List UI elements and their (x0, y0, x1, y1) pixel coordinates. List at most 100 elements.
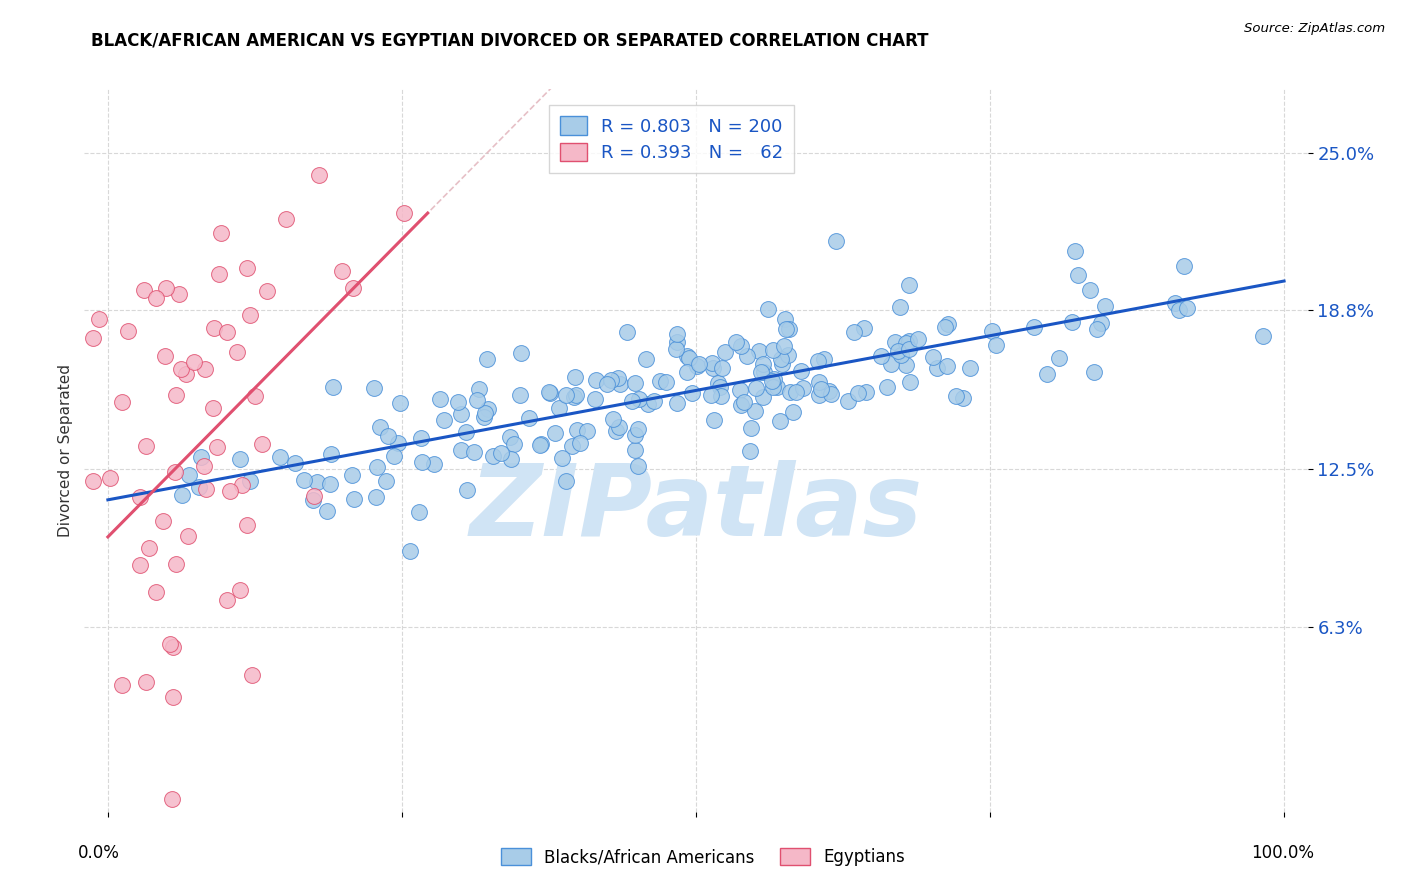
Point (807, 354, 830, 368)
Point (274, 211, 297, 226)
Point (730, 398, 752, 412)
Point (509, 388, 531, 402)
Point (761, 374, 783, 388)
Point (752, 364, 775, 378)
Point (666, 335, 689, 350)
Point (583, 392, 606, 406)
Point (855, 384, 877, 399)
Point (208, 267, 231, 281)
Point (897, 278, 920, 293)
Text: 100.0%: 100.0% (1251, 844, 1313, 863)
Point (938, 317, 960, 331)
Point (1064, 244, 1087, 258)
Point (770, 357, 793, 371)
Point (153, 349, 176, 363)
Point (322, 379, 344, 393)
Point (565, 388, 588, 402)
Point (1389, 292, 1406, 306)
Point (609, 376, 631, 391)
Point (624, 442, 647, 457)
Point (897, 334, 920, 349)
Point (207, 440, 229, 454)
Point (132, 283, 155, 297)
Point (165, 465, 187, 479)
Point (825, 234, 848, 248)
Point (231, 478, 253, 492)
Point (682, 385, 704, 400)
Point (363, 381, 385, 395)
Point (366, 460, 388, 475)
Point (837, 393, 859, 408)
Point (751, 357, 773, 371)
Point (544, 426, 567, 441)
Point (0, 714, 14, 729)
Point (921, 351, 943, 365)
Point (602, 411, 624, 425)
Point (637, 397, 659, 411)
Point (703, 413, 725, 427)
Point (364, 490, 387, 504)
Point (817, 384, 839, 398)
Point (229, 451, 252, 466)
Point (733, 395, 755, 409)
Point (389, 396, 412, 410)
Point (1062, 315, 1084, 329)
Point (456, 483, 478, 497)
Point (789, 364, 811, 378)
Point (810, 382, 832, 396)
Point (202, 321, 225, 335)
Point (342, 281, 364, 295)
Point (925, 360, 948, 375)
Point (896, 359, 918, 373)
Point (167, 287, 190, 301)
Point (87, 311, 110, 326)
Point (225, 345, 247, 359)
Point (621, 394, 644, 409)
Point (240, 668, 263, 682)
Point (342, 467, 364, 482)
Point (710, 361, 733, 376)
Legend: R = 0.803   N = 200, R = 0.393   N =   62: R = 0.803 N = 200, R = 0.393 N = 62 (548, 105, 794, 173)
Point (429, 392, 451, 407)
Point (517, 411, 540, 425)
Point (897, 342, 920, 356)
Point (411, 455, 433, 469)
Point (162, 640, 184, 654)
Point (501, 451, 523, 466)
Point (188, 480, 211, 494)
Point (218, 484, 240, 499)
Point (626, 458, 648, 473)
Point (503, 437, 526, 451)
Point (239, 474, 262, 488)
Point (1175, 301, 1198, 315)
Point (700, 356, 723, 370)
Legend: Blacks/African Americans, Egyptians: Blacks/African Americans, Egyptians (492, 840, 914, 875)
Point (159, 636, 181, 650)
Point (678, 351, 700, 365)
Point (138, 541, 160, 556)
Point (1164, 296, 1187, 310)
Point (1085, 322, 1108, 336)
Point (475, 351, 498, 366)
Point (883, 334, 905, 349)
Point (807, 388, 830, 402)
Point (256, 284, 278, 298)
Point (63, 474, 86, 488)
Text: 0.0%: 0.0% (79, 844, 120, 863)
Point (766, 380, 789, 394)
Point (450, 443, 472, 458)
Point (643, 394, 665, 409)
Point (117, 324, 139, 338)
Point (382, 449, 405, 463)
Point (952, 391, 974, 405)
Point (792, 381, 814, 395)
Point (1322, 249, 1344, 263)
Point (129, 558, 152, 573)
Point (302, 492, 325, 507)
Point (748, 343, 770, 358)
Point (773, 339, 796, 353)
Point (387, 435, 409, 450)
Point (778, 348, 800, 362)
Point (600, 373, 623, 387)
Point (761, 343, 783, 358)
